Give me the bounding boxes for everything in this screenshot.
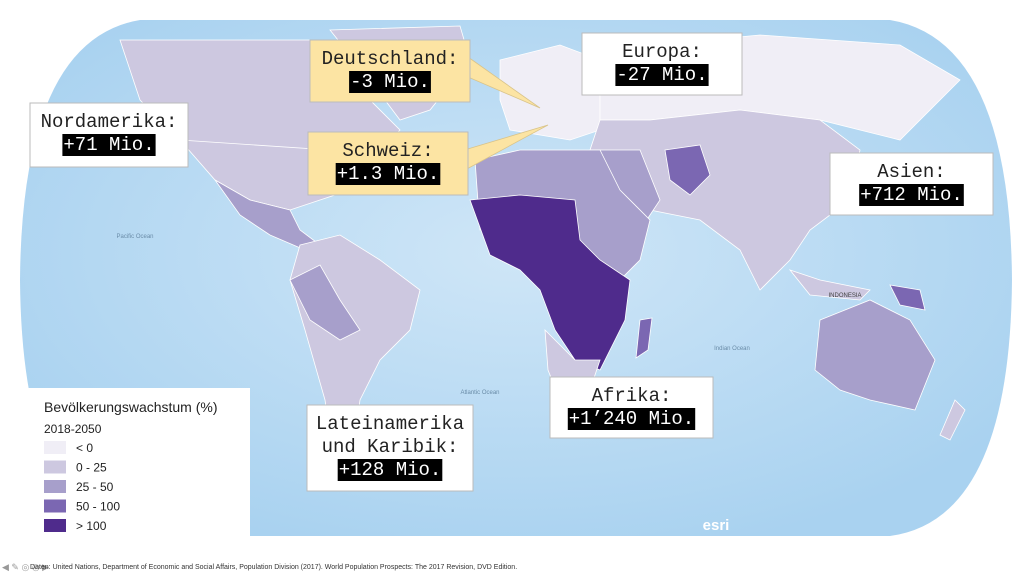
callout-region: Nordamerika:	[41, 111, 178, 133]
map-label: Atlantic Ocean	[460, 390, 499, 396]
new-zealand	[939, 399, 966, 441]
map-label: Pacific Ocean	[116, 234, 153, 240]
callout-value: -3 Mio.	[350, 71, 430, 93]
callout-value-bg	[349, 71, 431, 93]
legend-swatch	[44, 460, 66, 474]
legend-swatch	[44, 499, 66, 513]
callout-value-bg	[62, 134, 156, 156]
nav-icons: ◀ ✎ ◎ ◎ ▶	[2, 562, 49, 572]
attribution: esri	[703, 517, 730, 534]
australia	[814, 299, 936, 411]
callout-region: Deutschland:	[322, 48, 459, 70]
legend-period: 2018-2050	[44, 422, 102, 436]
land	[119, 25, 966, 471]
indonesia	[788, 269, 871, 301]
legend-items: < 0 0 - 25 25 - 50 50 - 100 > 100	[44, 441, 120, 533]
legend-label: 0 - 25	[76, 461, 107, 475]
callout-region: Schweiz:	[342, 140, 433, 162]
pakistan	[664, 144, 711, 196]
madagascar	[635, 317, 653, 359]
callouts: Deutschland:-3 Mio. Schweiz:+1.3 Mio. Euro…	[29, 32, 994, 492]
callout-value: +128 Mio.	[339, 459, 442, 481]
callout-value-bg	[337, 459, 443, 481]
callout-region: und Karibik:	[322, 436, 459, 458]
legend-swatch	[44, 441, 66, 454]
callout-region: Europa:	[622, 41, 702, 63]
source: Daten: United Nations, Department of Eco…	[30, 564, 517, 571]
legend-label: 50 - 100	[76, 500, 120, 514]
callout-value-bg	[567, 408, 696, 430]
callout-region: Lateinamerika	[316, 413, 464, 435]
callout-value: +1’240 Mio.	[569, 408, 694, 430]
legend-label: > 100	[76, 519, 107, 533]
europe	[499, 44, 601, 141]
callout-value-bg	[859, 184, 964, 206]
legend-title: Bevölkerungswachstum (%)	[44, 399, 218, 415]
legend-swatch	[44, 519, 66, 532]
callout-value: -27 Mio.	[616, 64, 707, 86]
map-label: Indian Ocean	[714, 346, 750, 352]
andes	[289, 264, 361, 341]
callout-region: Asien:	[877, 161, 945, 183]
map-label: INDONESIA	[828, 293, 861, 299]
callout-region: Afrika:	[592, 385, 672, 407]
callout-value: +1.3 Mio.	[337, 163, 440, 185]
png	[889, 284, 926, 311]
legend-swatch	[44, 480, 66, 493]
africa-west-central	[469, 194, 631, 371]
callout-value: +712 Mio.	[860, 184, 963, 206]
callout-value: +71 Mio.	[63, 134, 154, 156]
legend-label: < 0	[76, 441, 93, 455]
callout-value-bg	[615, 64, 709, 86]
legend-label: 25 - 50	[76, 480, 114, 494]
callout-value-bg	[335, 163, 441, 185]
